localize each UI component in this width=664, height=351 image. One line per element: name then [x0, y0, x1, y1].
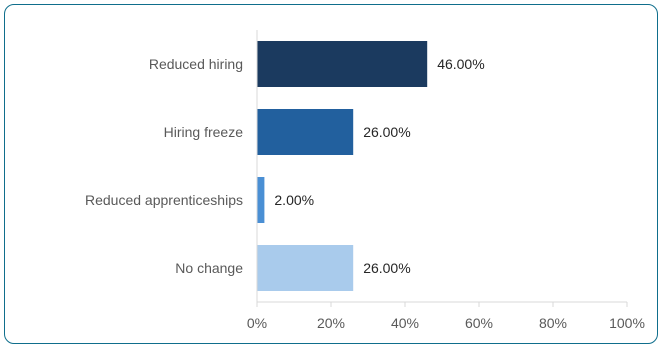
bar	[257, 109, 354, 155]
x-tick-label: 0%	[247, 315, 267, 331]
x-tick-label: 60%	[465, 315, 493, 331]
x-tick-label: 20%	[317, 315, 345, 331]
category-labels: Reduced hiring Hiring freeze Reduced appre…	[85, 56, 243, 276]
chart-frame	[4, 4, 658, 344]
x-tick-label: 100%	[609, 315, 645, 331]
data-labels: 46.00% 26.00% 2.00% 26.00%	[274, 56, 484, 276]
x-tick-label: 80%	[539, 315, 567, 331]
category-label: Hiring freeze	[164, 124, 244, 140]
category-label: Reduced hiring	[149, 56, 243, 72]
data-label: 26.00%	[363, 260, 410, 276]
x-axis: 0% 20% 40% 60% 80% 100%	[247, 30, 645, 331]
category-label: Reduced apprenticeships	[85, 192, 243, 208]
data-label: 2.00%	[274, 192, 314, 208]
bars-group	[257, 41, 428, 291]
data-label: 46.00%	[437, 56, 484, 72]
bar	[257, 41, 428, 87]
bar	[257, 245, 354, 291]
category-label: No change	[175, 260, 243, 276]
data-label: 26.00%	[363, 124, 410, 140]
x-tick-label: 40%	[391, 315, 419, 331]
bar	[257, 177, 265, 223]
